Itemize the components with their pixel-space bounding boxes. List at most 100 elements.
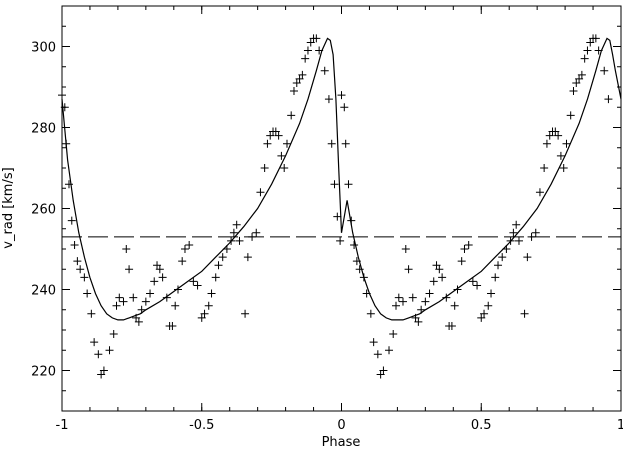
data-point [594,46,603,55]
data-point [64,180,73,189]
data-point [442,293,451,302]
data-point [256,188,265,197]
x-tick-label: 1 [617,418,623,433]
data-point [583,46,592,55]
data-point [235,236,244,245]
data-point [554,131,563,140]
data-point [320,66,329,75]
data-point [401,245,410,253]
data-point [132,313,141,322]
data-point [447,321,456,330]
data-point [197,313,206,322]
data-point [162,293,171,302]
data-point [425,289,434,298]
data-point [359,273,368,282]
data-point [333,212,342,221]
data-point [222,245,231,253]
data-point [171,301,180,310]
data-point [506,236,515,245]
data-point [600,66,609,75]
data-point [80,273,89,282]
data-point [586,38,595,47]
data-point [350,240,359,249]
data-point [58,91,66,100]
data-point [417,305,426,314]
data-point [494,261,503,270]
data-point [99,366,108,375]
data-point [376,370,385,379]
x-tick-label: -1 [56,418,69,433]
data-point [337,91,346,100]
data-point [591,34,600,43]
data-point [282,139,291,148]
data-point [76,265,85,274]
data-point [67,216,76,225]
data-point [341,139,350,148]
data-point [241,309,250,318]
data-point [421,297,430,306]
data-point [344,180,353,189]
data-point [218,253,227,262]
data-point [60,103,69,112]
y-tick-label: 280 [31,122,56,137]
data-point [502,245,511,253]
data-point [70,240,79,249]
data-point [229,228,238,237]
data-point [355,265,364,274]
data-point [295,74,304,83]
data-point [477,313,486,322]
data-point [303,46,312,55]
data-point [193,281,202,290]
data-point [173,285,182,294]
data-point [243,253,252,262]
data-point [435,265,444,274]
data-point [520,309,529,318]
data-points [58,34,613,379]
data-point [575,74,584,83]
data-point [540,164,549,172]
data-point [312,34,321,43]
data-point [125,265,134,274]
data-point [491,273,500,282]
data-point [150,277,159,286]
y-tick-label: 300 [31,41,56,56]
data-point [289,87,298,96]
data-point [460,245,469,253]
data-point [292,78,301,87]
data-point [509,228,518,237]
data-point [566,111,575,120]
data-point [512,220,521,229]
data-point [214,261,223,270]
data-point [146,289,155,298]
data-point [232,220,241,229]
fit-curve-path [61,37,622,321]
data-point [153,261,162,270]
data-point [280,164,289,172]
data-point [263,139,272,148]
x-axis-title: Phase [322,435,361,449]
data-point [551,127,560,136]
data-point [559,164,568,172]
data-point [408,293,417,302]
data-point [252,228,261,237]
data-point [327,139,336,148]
data-point [306,38,315,47]
data-point [83,289,92,298]
x-tick-label: -0.5 [189,418,214,433]
data-point [457,257,466,266]
data-point [119,297,128,306]
data-point [487,289,496,298]
data-point [204,301,213,310]
data-point [180,245,189,253]
y-ticks: 220 240 260 280 300 [31,5,621,412]
x-ticks: -1 -0.5 0 0.5 1 [56,6,623,433]
data-point [168,321,177,330]
data-point [394,293,403,302]
data-point [577,70,586,79]
data-point [141,297,150,306]
data-point [178,257,187,266]
data-point [569,87,578,96]
data-point [604,95,613,104]
data-point [134,317,143,326]
